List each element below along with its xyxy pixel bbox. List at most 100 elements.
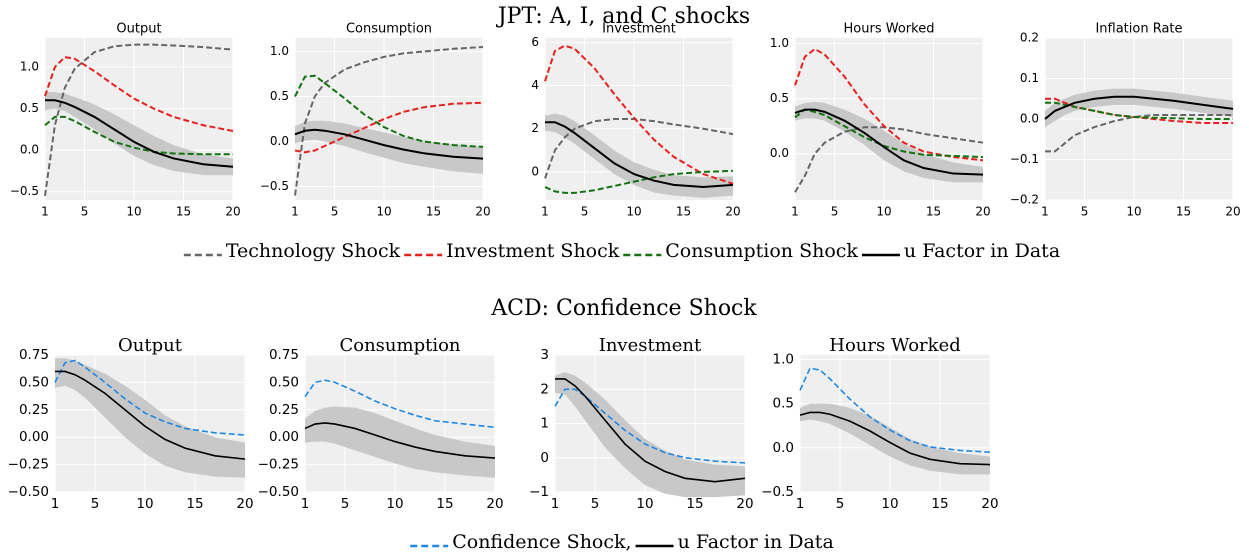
y-tick-label: 0.75 [269,347,299,363]
x-tick-label: 10 [1126,205,1141,219]
y-tick-label: 0.50 [269,374,299,390]
subplot-title: Consumption [346,22,432,37]
plot-area [45,38,233,200]
x-tick-label: 5 [1081,205,1089,219]
y-tick-label: 1.0 [270,44,289,58]
series-line [294,128,484,160]
series-line [54,359,246,436]
x-tick-label: 5 [91,496,100,512]
legend-label: u Factor in Data [904,240,1060,262]
series-line [555,378,746,483]
y-tick-label: 0.75 [19,347,49,363]
x-tick-label: 5 [341,496,350,512]
x-tick-label: 15 [186,496,203,512]
x-tick-label: 20 [1225,205,1240,219]
subplot-title: Investment [602,22,676,37]
y-tick-label: 0.5 [773,396,794,412]
y-tick-label: 0 [531,164,539,178]
series-line [304,379,496,429]
x-tick-label: 20 [486,496,503,512]
x-tick-label: 15 [426,205,441,219]
x-tick-label: 1 [1041,205,1049,219]
y-tick-label: 0.0 [773,440,794,456]
series-line [544,118,734,179]
x-tick-label: 5 [81,205,89,219]
y-tick-label: −1 [529,484,549,500]
x-tick-label: 1 [51,496,60,512]
y-tick-label: 2 [540,381,549,397]
subplot: Inflation Rate−0.2−0.10.00.10.21 5 10 15 20 [1010,22,1241,219]
confidence-band [555,372,745,498]
series-line [544,44,734,185]
x-tick-label: 5 [581,205,589,219]
x-tick-label: 5 [591,496,600,512]
legend-label: Consumption Shock [665,240,858,262]
y-tick-label: 0.25 [19,402,49,418]
series-line [799,367,991,454]
y-tick-label: 1.0 [773,351,794,367]
x-tick-label: 1 [551,496,560,512]
x-tick-label: 15 [926,205,941,219]
y-tick-label: 0.5 [270,89,289,103]
series-line [794,108,984,159]
series-line [1045,113,1233,153]
legend-label: Technology Shock [226,240,401,262]
confidence-band [545,113,733,198]
series-line [1045,101,1233,120]
x-tick-label: 10 [376,205,391,219]
legend: Technology Shock Investment Shock Consumpt… [183,240,1060,262]
x-tick-label: 5 [331,205,339,219]
x-tick-label: 1 [301,496,310,512]
x-tick-label: 20 [236,496,253,512]
x-tick-label: 1 [791,205,799,219]
y-tick-label: −0.5 [761,484,794,500]
series-line [44,43,234,196]
x-tick-label: 20 [736,496,753,512]
x-tick-label: 5 [836,496,845,512]
series-line [55,370,246,460]
series-line [44,115,233,156]
subplot: Consumption−0.50.00.51.01 5 10 15 20 [260,22,491,219]
y-tick-label: −0.50 [258,484,299,500]
series-line [44,56,234,133]
y-tick-label: −0.25 [8,457,49,473]
y-tick-label: −0.50 [8,484,49,500]
subplot: Consumption−0.50−0.250.000.250.500.751 5 1… [258,335,504,512]
series-line [1044,95,1234,120]
subplot-title: Output [118,335,183,356]
subplot: Hours Worked−0.50.00.51.01 5 10 15 20 [761,335,998,512]
series-line [794,47,984,162]
y-tick-label: 2 [531,121,539,135]
y-tick-label: 0.1 [1020,71,1039,85]
x-tick-label: 20 [225,205,240,219]
x-tick-label: 20 [475,205,490,219]
subplot-title: Output [116,22,161,37]
x-tick-label: 10 [626,205,641,219]
x-tick-label: 15 [436,496,453,512]
y-tick-label: 0.0 [1020,112,1039,126]
y-tick-label: 0.00 [19,429,49,445]
y-tick-label: 1.0 [770,36,789,50]
subplot-title: Hours Worked [844,22,935,37]
x-tick-label: 1 [41,205,49,219]
confidence-band [800,403,990,475]
x-tick-label: 5 [831,205,839,219]
subplot-title: Consumption [339,335,460,356]
y-tick-label: 0.00 [269,429,299,445]
y-tick-label: 0.5 [20,101,39,115]
series-line [794,126,984,193]
subplot-title: Hours Worked [829,335,961,356]
series-line [294,74,484,148]
y-tick-label: 1.0 [20,60,39,74]
series-line [554,388,746,464]
y-tick-label: 4 [531,78,539,92]
x-tick-label: 10 [126,205,141,219]
x-tick-label: 15 [176,205,191,219]
y-tick-label: −0.5 [260,179,289,193]
confidence-band [795,101,983,183]
x-tick-label: 10 [386,496,403,512]
confidence-band [45,92,233,176]
